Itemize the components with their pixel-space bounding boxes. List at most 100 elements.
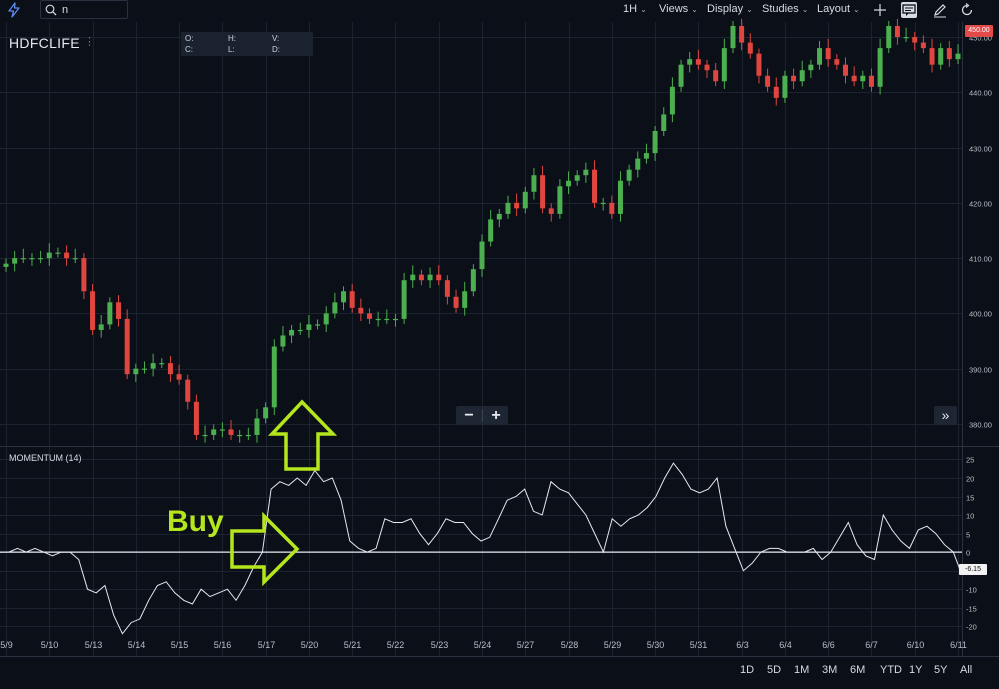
candle-body [505, 202, 511, 214]
candle-body [695, 59, 701, 65]
candle-body [375, 318, 381, 321]
candle-body [124, 318, 130, 375]
x-tick-label: 5/28 [561, 640, 579, 650]
candle-body [592, 169, 598, 203]
comment-icon[interactable] [901, 2, 917, 18]
candle-body [418, 274, 424, 281]
up-arrow-icon [267, 399, 338, 471]
candle-body [687, 59, 693, 65]
candle-body [773, 86, 779, 98]
candle-body [929, 48, 935, 65]
display-menu[interactable]: Display ⌄ [707, 3, 753, 15]
x-tick-label: 5/23 [431, 640, 449, 650]
candle-body [791, 75, 797, 82]
layout-menu[interactable]: Layout ⌄ [817, 3, 860, 15]
right-arrow-icon [230, 511, 300, 587]
candle-body [444, 280, 450, 297]
candle-body [540, 175, 546, 209]
candle-body [358, 307, 364, 314]
pencil-icon[interactable] [932, 2, 948, 18]
refresh-icon[interactable] [959, 2, 975, 18]
range-button-all[interactable]: All [960, 664, 973, 676]
candle-body [401, 280, 407, 319]
candle-body [782, 75, 788, 98]
candle-body [202, 434, 208, 437]
range-button-6m[interactable]: 6M [850, 664, 866, 676]
candle-body [808, 64, 814, 71]
candle-body [46, 252, 52, 259]
x-tick-label: 5/13 [85, 640, 103, 650]
open-label: O: [185, 34, 194, 43]
range-button-ytd[interactable]: YTD [880, 664, 902, 676]
candle-body [557, 186, 563, 214]
candle-body [583, 169, 589, 176]
range-button-1y[interactable]: 1Y [909, 664, 923, 676]
buy-annotation-text: Buy [167, 505, 224, 538]
symbol-title[interactable]: HDFCLIFE [9, 35, 80, 51]
grid [0, 22, 962, 656]
candle-body [245, 434, 251, 437]
x-tick-label: 6/7 [865, 640, 878, 650]
price-tick-label: 400.00 [969, 310, 992, 319]
candle-body [271, 346, 277, 408]
range-button-5y[interactable]: 5Y [934, 664, 948, 676]
range-button-1d[interactable]: 1D [740, 664, 755, 676]
candle-body [834, 59, 840, 65]
crosshair-icon[interactable] [872, 2, 888, 18]
candle-body [3, 263, 9, 267]
x-tick-label: 6/10 [907, 640, 925, 650]
interval-menu[interactable]: 1H ⌄ [623, 3, 647, 15]
candle-body [72, 258, 78, 260]
momentum-line [0, 462, 963, 635]
candle-body [219, 429, 225, 431]
range-button-1m[interactable]: 1M [794, 664, 810, 676]
zoom-in-button[interactable]: + [491, 407, 501, 424]
x-tick-label: 6/3 [736, 640, 749, 650]
candle-body [799, 70, 805, 82]
lightning-icon[interactable] [6, 2, 22, 18]
candle-body [159, 363, 165, 365]
candle-body [141, 368, 147, 370]
chevron-down-icon: ⌄ [640, 5, 647, 14]
candle-body [366, 313, 372, 319]
zoom-out-button[interactable]: − [464, 407, 474, 424]
range-button-5d[interactable]: 5D [767, 664, 782, 676]
candle-body [713, 70, 719, 82]
candle-body [903, 37, 909, 39]
price-tick-label: 410.00 [969, 255, 992, 264]
studies-menu[interactable]: Studies ⌄ [762, 3, 808, 15]
layout-label: Layout [817, 3, 851, 15]
candle-body [851, 75, 857, 82]
candle-body [765, 75, 771, 87]
candle-body [315, 324, 321, 326]
symbol-search-input[interactable]: n [40, 0, 128, 19]
candle-body [167, 363, 173, 375]
momentum-panel [0, 462, 963, 635]
study-label[interactable]: MOMENTUM (14) [9, 453, 82, 463]
x-tick-label: 5/29 [604, 640, 622, 650]
momentum-tick-label: -15 [966, 605, 977, 614]
candle-body [185, 379, 191, 402]
range-button-3m[interactable]: 3M [822, 664, 838, 676]
candle-body [496, 213, 502, 220]
x-tick-label: 5/24 [474, 640, 492, 650]
price-badge: 450.00 [965, 25, 993, 37]
views-menu[interactable]: Views ⌄ [659, 3, 698, 15]
x-tick-label: 5/15 [171, 640, 189, 650]
candle-body [635, 158, 641, 170]
buy-annotation [230, 399, 338, 587]
candle-body [98, 324, 104, 330]
candle-body [384, 318, 390, 321]
candle-body [349, 291, 355, 308]
x-tick-label: 6/6 [822, 640, 835, 650]
symbol-menu-icon[interactable]: ⋮ [84, 36, 95, 48]
candle-body [678, 64, 684, 87]
candle-body [306, 324, 312, 330]
search-icon [45, 4, 57, 16]
scroll-forward-button[interactable]: » [934, 406, 957, 425]
candle-body [721, 48, 727, 82]
price-tick-label: 430.00 [969, 145, 992, 154]
candle-body [886, 26, 892, 49]
candle-body [747, 42, 753, 54]
